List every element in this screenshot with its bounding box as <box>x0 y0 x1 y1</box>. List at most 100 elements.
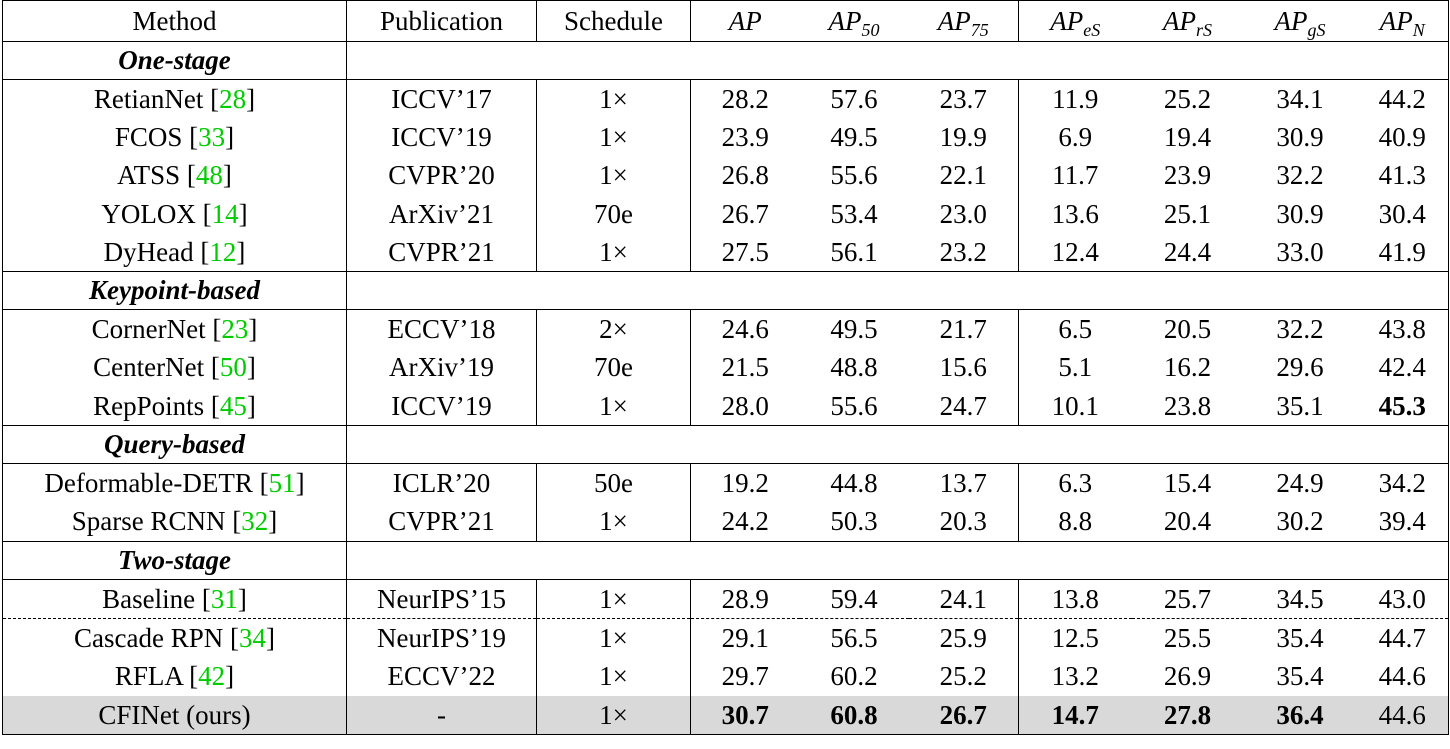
publication-cell: NeurIPS’19 <box>346 618 537 658</box>
metric-value-cell: 11.7 <box>1018 156 1132 195</box>
citation-link[interactable]: 34 <box>238 622 266 653</box>
table-row: FCOS [33] ICCV’19 1× 23.9 49.5 19.9 6.9 19.4 30.… <box>2 118 1449 157</box>
method-cell: Cascade RPN [34] <box>2 618 347 658</box>
publication-cell: ICCV’19 <box>346 387 537 426</box>
metric-value-cell: 44.7 <box>1356 618 1449 658</box>
metric-value-cell: 60.2 <box>830 661 878 692</box>
metric-value-cell: 59.4 <box>799 578 909 619</box>
metric-value-cell: 6.3 <box>1018 463 1132 503</box>
metric-value-cell: 34.2 <box>1356 463 1449 503</box>
metric-value-cell: 19.2 <box>690 463 800 503</box>
metric-value-cell: 25.2 <box>939 661 987 692</box>
metric-value-cell: 12.4 <box>1018 233 1132 272</box>
citation-link[interactable]: 14 <box>211 198 239 229</box>
citation-link[interactable]: 12 <box>209 236 237 267</box>
table-row: Cascade RPN [34] NeurIPS’19 1× 29.1 56.5 25.9… <box>2 618 1449 658</box>
table-row: RepPoints [45] ICCV’19 1× 28.0 55.6 24.7 10.1 2… <box>2 387 1449 426</box>
metric-value-cell: 33.0 <box>1276 236 1324 267</box>
metric-value-cell: 13.7 <box>908 463 1019 503</box>
metric-value-cell: 20.5 <box>1131 309 1244 349</box>
metric-value-cell: 24.7 <box>939 390 987 421</box>
method-cell: FCOS [33] <box>2 118 347 157</box>
publication-cell: ECCV’22 <box>346 657 537 696</box>
header-metric: APrS <box>1131 0 1244 42</box>
group-header-row: One-stage <box>2 41 1449 80</box>
method-name: Baseline <box>102 583 196 614</box>
metric-value-cell: 27.5 <box>690 233 800 272</box>
method-name: RepPoints <box>93 390 205 421</box>
group-header-row: Two-stage <box>2 540 1449 580</box>
header-schedule: Schedule <box>536 0 691 42</box>
metric-value-cell: 50.3 <box>830 506 878 537</box>
schedule-cell: 1× <box>536 695 691 736</box>
group-spacer <box>346 41 1449 80</box>
metric-value-cell: 24.1 <box>908 578 1019 619</box>
group-label: Keypoint-based <box>2 271 347 310</box>
metric-value-cell: 24.2 <box>690 502 800 542</box>
metric-value-cell: 30.2 <box>1276 506 1324 537</box>
metric-value-cell: 55.6 <box>830 390 878 421</box>
method-name: RFLA <box>114 661 183 692</box>
method-cell: CenterNet [50] <box>2 348 347 388</box>
header-metric: AP50 <box>799 0 909 42</box>
publication-cell: ArXiv’21 <box>346 194 537 234</box>
metric-value-cell: 29.7 <box>690 657 800 696</box>
citation-link[interactable]: 45 <box>219 390 247 421</box>
header-publication: Publication <box>346 0 537 42</box>
method-name: FCOS <box>114 121 183 152</box>
citation-link[interactable]: 48 <box>195 160 223 191</box>
header-metric: AP <box>690 0 800 42</box>
method-name: CornerNet <box>91 314 206 345</box>
metric-value-cell: 30.7 <box>690 695 800 736</box>
publication-cell: ICCV’17 <box>346 79 537 119</box>
header-metric: APgS <box>1243 0 1357 42</box>
metric-value-cell: 24.4 <box>1163 236 1212 267</box>
metric-value-cell: 6.5 <box>1018 309 1132 349</box>
metric-value-cell: 23.7 <box>908 79 1019 119</box>
metric-value-cell: 45.3 <box>1356 387 1449 426</box>
metric-value-cell: 41.9 <box>1356 233 1449 272</box>
metric-value-cell: 29.1 <box>690 618 800 658</box>
citation-link[interactable]: 31 <box>210 583 238 614</box>
group-label: Two-stage <box>2 540 347 580</box>
metric-value-cell: 22.1 <box>939 160 987 191</box>
metric-value-cell: 56.5 <box>799 618 909 658</box>
schedule-cell: 1× <box>536 618 691 658</box>
citation-link[interactable]: 51 <box>268 468 296 499</box>
header-method: Method <box>2 0 347 42</box>
group-header-row: Keypoint-based <box>2 271 1449 310</box>
citation-link[interactable]: 28 <box>219 83 247 114</box>
citation-link[interactable]: 33 <box>198 121 226 152</box>
metric-value-cell: 60.8 <box>799 695 909 736</box>
citation-link[interactable]: 23 <box>221 314 249 345</box>
group-spacer <box>346 271 1449 310</box>
schedule-cell: 1× <box>536 387 691 426</box>
metric-value-cell: 28.2 <box>690 79 800 119</box>
method-cell: RetianNet [28] <box>2 79 347 119</box>
method-cell: CornerNet [23] <box>2 309 347 349</box>
citation-link[interactable]: 32 <box>241 506 269 537</box>
citation-link[interactable]: 42 <box>198 661 226 692</box>
metric-value-cell: 23.8 <box>1163 390 1212 421</box>
group-label: One-stage <box>2 41 347 80</box>
metric-value-cell: 28.0 <box>690 387 800 426</box>
publication-cell: CVPR’20 <box>346 156 537 195</box>
table-row: RetianNet [28] ICCV’17 1× 28.2 57.6 23.7 11.9 2… <box>2 79 1449 119</box>
method-name: DyHead <box>103 236 194 267</box>
citation-link[interactable]: 50 <box>219 352 247 383</box>
metric-value-cell: 11.9 <box>1018 79 1132 119</box>
metric-value-cell: 10.1 <box>1018 387 1132 426</box>
table-row: YOLOX [14] ArXiv’21 70e 26.7 53.4 23.0 13.6 25.… <box>2 194 1449 234</box>
metric-value-cell: 56.1 <box>830 236 878 267</box>
metric-value-cell: 25.9 <box>908 618 1019 658</box>
metric-value-cell: 24.9 <box>1243 463 1357 503</box>
table-row: ATSS [48] CVPR’20 1× 26.8 55.6 22.1 11.7 23.9 32… <box>2 156 1449 195</box>
metric-value-cell: 35.1 <box>1276 390 1324 421</box>
schedule-cell: 1× <box>536 79 691 119</box>
schedule-cell: 1× <box>536 578 691 619</box>
method-cell: RepPoints [45] <box>2 387 347 426</box>
metric-value-cell: 39.4 <box>1356 502 1449 542</box>
metric-value-cell: 15.6 <box>939 352 987 383</box>
metric-value-cell: 8.8 <box>1018 502 1132 542</box>
group-spacer <box>346 425 1449 464</box>
